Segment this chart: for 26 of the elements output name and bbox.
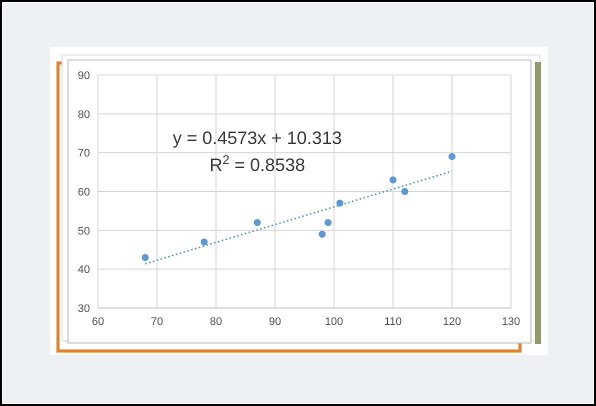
point: [254, 219, 261, 226]
x-tick-label: 80: [210, 316, 222, 328]
point: [448, 153, 456, 160]
y-tick-label: 80: [78, 108, 90, 121]
point: [390, 176, 396, 184]
x-tick-label: 70: [150, 316, 164, 328]
x-tick-label: 130: [502, 316, 520, 328]
y-tick-label: 90: [78, 70, 90, 82]
point: [336, 200, 344, 207]
annotation: y = 0.4573x + 10.313: [172, 128, 342, 148]
point: [142, 254, 149, 262]
x-tick-label: 60: [92, 316, 104, 328]
point: [324, 219, 332, 226]
x-tick-label: 90: [268, 316, 282, 328]
annotation: R$^{2}$ = 0.8538: [210, 153, 306, 175]
x-tick-label: 120: [442, 316, 462, 328]
y-tick-label: 30: [78, 303, 90, 315]
point: [401, 188, 408, 195]
point: [200, 238, 208, 246]
y-tick-label: 70: [78, 148, 90, 160]
y-tick-label: 40: [78, 264, 90, 276]
y-tick-label: 50: [78, 225, 90, 238]
y-tick-label: 60: [78, 186, 90, 198]
x-tick-label: 110: [384, 316, 402, 328]
point: [318, 230, 326, 238]
x-tick-label: 100: [324, 316, 344, 328]
